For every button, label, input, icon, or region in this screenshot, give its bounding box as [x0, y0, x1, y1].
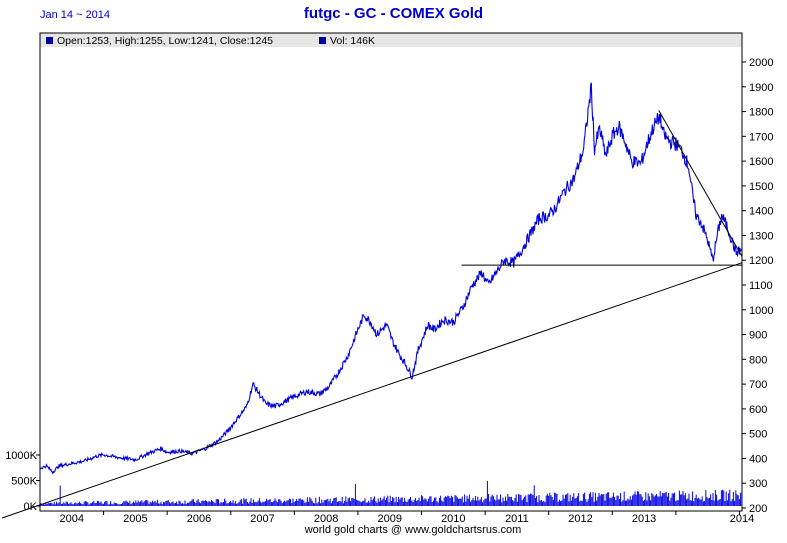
date-tick-label: 2008: [314, 513, 338, 525]
price-tick-label: 900: [749, 330, 767, 342]
price-legend-label: Open:1253, High:1255, Low:1241, Close:12…: [57, 35, 273, 47]
price-axis: 200 300 400 500 600 700 800 900 1000 1100 1200 1300…: [742, 57, 773, 515]
price-tick-label: 1100: [749, 280, 773, 292]
volume-axis: 0K 500K 1000K: [5, 450, 40, 513]
price-tick-label: 1400: [749, 206, 773, 218]
date-tick-label: 2011: [505, 513, 529, 525]
volume-legend-swatch: [319, 37, 326, 44]
price-tick-label: 500: [749, 429, 767, 441]
price-tick-label: 1500: [749, 181, 773, 193]
price-tick-label: 1700: [749, 131, 773, 143]
plot-frame: [39, 32, 743, 512]
legend-bar: [40, 33, 742, 47]
volume-tick-label: 500K: [11, 476, 37, 488]
source-credit: world gold charts @ www.goldchartsrus.co…: [304, 524, 522, 536]
price-tick-label: 200: [749, 503, 767, 515]
price-tick-label: 300: [749, 478, 767, 490]
price-tick-label: 700: [749, 379, 767, 391]
trendlines: [1, 110, 743, 519]
price-tick-label: 1000: [749, 305, 773, 317]
price-tick-label: 1200: [749, 255, 773, 267]
price-tick-label: 1900: [749, 82, 773, 94]
volume-tick-label: 1000K: [5, 450, 37, 462]
volume-tick-label: 0K: [24, 501, 38, 513]
date-tick-label: 2005: [123, 513, 147, 525]
date-tick-label: 2007: [250, 513, 274, 525]
date-tick-label: 2012: [568, 513, 592, 525]
price-legend-swatch: [46, 37, 53, 44]
price-tick-label: 1300: [749, 230, 773, 242]
date-tick-label: 2013: [632, 513, 656, 525]
date-tick-label: 2014: [730, 513, 754, 525]
price-tick-label: 1800: [749, 107, 773, 119]
price-tick-label: 2000: [749, 57, 773, 69]
trendline: [1, 262, 743, 519]
chart-title: futgc - GC - COMEX Gold: [303, 5, 484, 22]
date-tick-label: 2004: [60, 513, 84, 525]
price-tick-label: 600: [749, 404, 767, 416]
price-tick-label: 400: [749, 453, 767, 465]
price-line-close: [39, 82, 743, 475]
date-tick-label: 2010: [441, 513, 465, 525]
price-tick-label: 800: [749, 354, 767, 366]
trendline: [658, 110, 743, 257]
date-tick-label: 2006: [187, 513, 211, 525]
price-series: [39, 82, 743, 475]
price-tick-label: 1600: [749, 156, 773, 168]
chart-date: Jan 14 ~ 2014: [40, 9, 111, 21]
volume-bars: [40, 480, 743, 506]
date-axis: 2004 2005 2006 2007 2008 2009 2010 2011 2012 2013…: [60, 511, 754, 525]
date-tick-label: 2009: [377, 513, 401, 525]
volume-legend-label: Vol: 146K: [330, 35, 375, 47]
